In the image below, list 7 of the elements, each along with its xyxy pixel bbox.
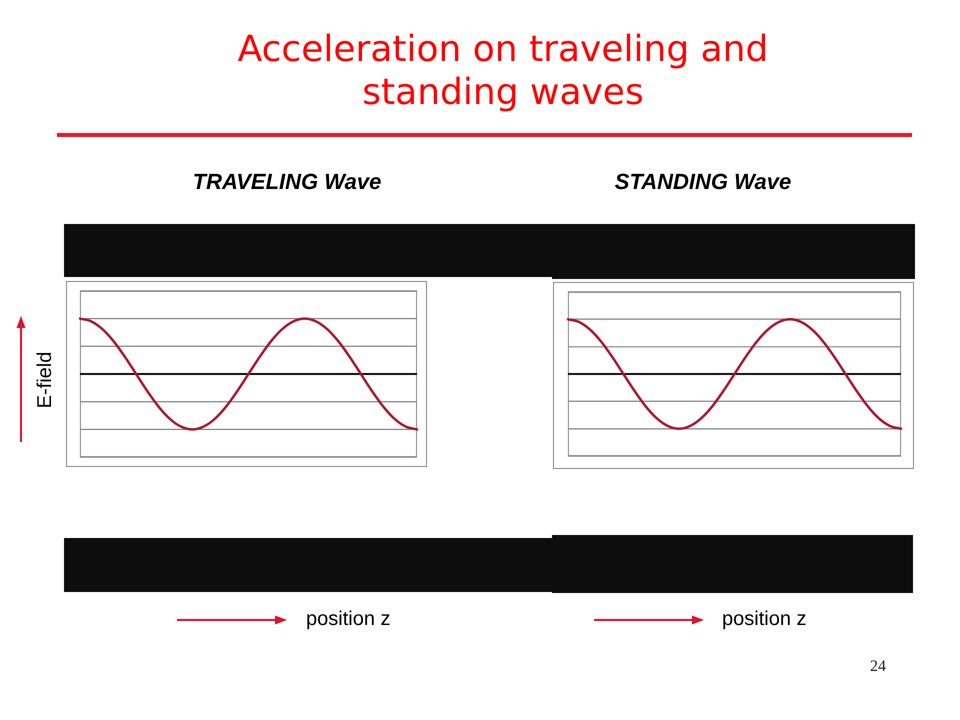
chart-subtitle: TRAVELING Wave — [192, 169, 382, 195]
y-axis-title: E-field — [33, 350, 57, 410]
text: Acceleration on traveling and standing waves — [236, 28, 770, 114]
x-axis-title: position z — [722, 607, 806, 631]
x-axis-title: position z — [306, 607, 390, 631]
chart-subtitle: STANDING Wave — [614, 169, 792, 195]
text: 24 — [870, 658, 886, 676]
